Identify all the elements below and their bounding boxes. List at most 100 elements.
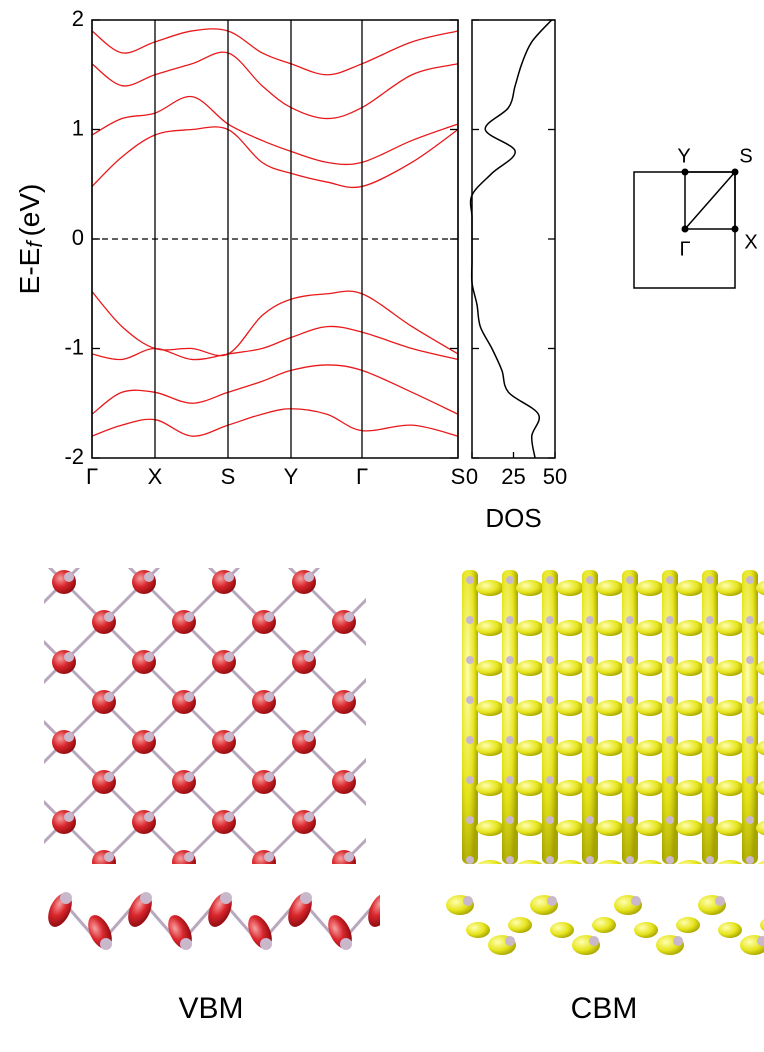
orbital-lobe: [372, 810, 396, 834]
k-point: [681, 225, 689, 233]
atom: [344, 612, 354, 622]
orbital-tube: [542, 570, 558, 864]
vbm-side-view: [48, 892, 380, 950]
bond: [464, 862, 504, 902]
atom: [60, 892, 72, 904]
orbital-lobe: [372, 650, 396, 674]
atom: [184, 852, 194, 862]
atom: [746, 696, 754, 704]
atom: [344, 772, 354, 782]
bond: [384, 662, 424, 702]
atom: [546, 776, 554, 784]
atom: [180, 938, 192, 950]
atom: [546, 736, 554, 744]
x-axis-label: DOS: [485, 503, 541, 533]
orbital-lobe: [517, 860, 543, 864]
atom: [384, 812, 394, 822]
atom: [506, 616, 514, 624]
orbital-lobe: [516, 740, 544, 756]
atom: [666, 776, 674, 784]
atom: [466, 816, 474, 824]
bond: [182, 860, 189, 864]
bond: [384, 782, 424, 822]
orbital-lobe: [636, 700, 664, 716]
atom: [466, 736, 474, 744]
atom: [104, 692, 114, 702]
atom: [746, 616, 754, 624]
atom: [104, 852, 114, 862]
irreducible-wedge: [683, 171, 736, 230]
atom: [264, 692, 274, 702]
atom: [746, 776, 754, 784]
atom: [586, 776, 594, 784]
band-line: [91, 95, 459, 166]
band-line: [91, 290, 459, 357]
y-tick-label: 1: [72, 115, 84, 140]
atom: [586, 816, 594, 824]
atom: [104, 532, 114, 542]
image-caption: CBM: [571, 992, 638, 1025]
orbital-lobe: [412, 690, 436, 714]
x-tick-label: Γ: [86, 464, 98, 489]
orbital-lobe: [716, 700, 744, 716]
orbital-tube: [462, 570, 478, 864]
bond: [0, 822, 24, 862]
orbital-lobe: [757, 860, 764, 864]
atom: [666, 616, 674, 624]
orbital-lobe: [676, 917, 700, 933]
atom: [104, 772, 114, 782]
orbital-lobe: [556, 820, 584, 836]
orbital-lobe: [516, 660, 544, 676]
orbital-lobe: [756, 660, 764, 676]
atom: [220, 892, 232, 904]
orbital-lobe: [756, 620, 764, 636]
orbital-lobe: [516, 700, 544, 716]
atom: [706, 816, 714, 824]
atom: [224, 732, 234, 742]
orbital-lobe: [476, 820, 504, 836]
atom: [706, 856, 714, 864]
orbital-tube: [742, 570, 758, 864]
cbm-top-view: [462, 570, 764, 864]
atom: [184, 692, 194, 702]
bond: [344, 542, 384, 582]
brillouin-zone: Y S Γ X: [633, 145, 758, 289]
bond: [384, 822, 424, 862]
atom: [424, 692, 434, 702]
orbital-lobe: [597, 860, 623, 864]
atom: [589, 936, 599, 946]
atom: [666, 816, 674, 824]
y-axis-label-part: E-E: [14, 248, 45, 295]
atom: [546, 696, 554, 704]
atom: [466, 576, 474, 584]
atom: [304, 812, 314, 822]
orbital-tube: [662, 570, 678, 864]
orbital-lobe: [172, 530, 196, 554]
orbital-lobe: [550, 922, 574, 938]
y-tick-label: -1: [64, 334, 84, 359]
orbital-tube: [582, 570, 598, 864]
orbital-lobe: [412, 610, 436, 634]
orbital-lobe: [716, 820, 744, 836]
atom: [344, 532, 354, 542]
atom: [506, 656, 514, 664]
atom: [706, 656, 714, 664]
bond: [0, 862, 24, 902]
atom: [706, 736, 714, 744]
atom: [264, 532, 274, 542]
atom: [384, 572, 394, 582]
atom: [224, 812, 234, 822]
orbital-lobe: [12, 610, 36, 634]
atom: [586, 576, 594, 584]
atom: [304, 732, 314, 742]
x-tick-label: S: [451, 464, 466, 489]
atom: [144, 572, 154, 582]
orbital-lobe: [476, 620, 504, 636]
bond: [424, 582, 464, 622]
atom: [673, 936, 683, 946]
orbital-lobe: [556, 700, 584, 716]
atom: [715, 896, 725, 906]
atom: [546, 576, 554, 584]
bond: [342, 860, 349, 864]
atom: [666, 696, 674, 704]
